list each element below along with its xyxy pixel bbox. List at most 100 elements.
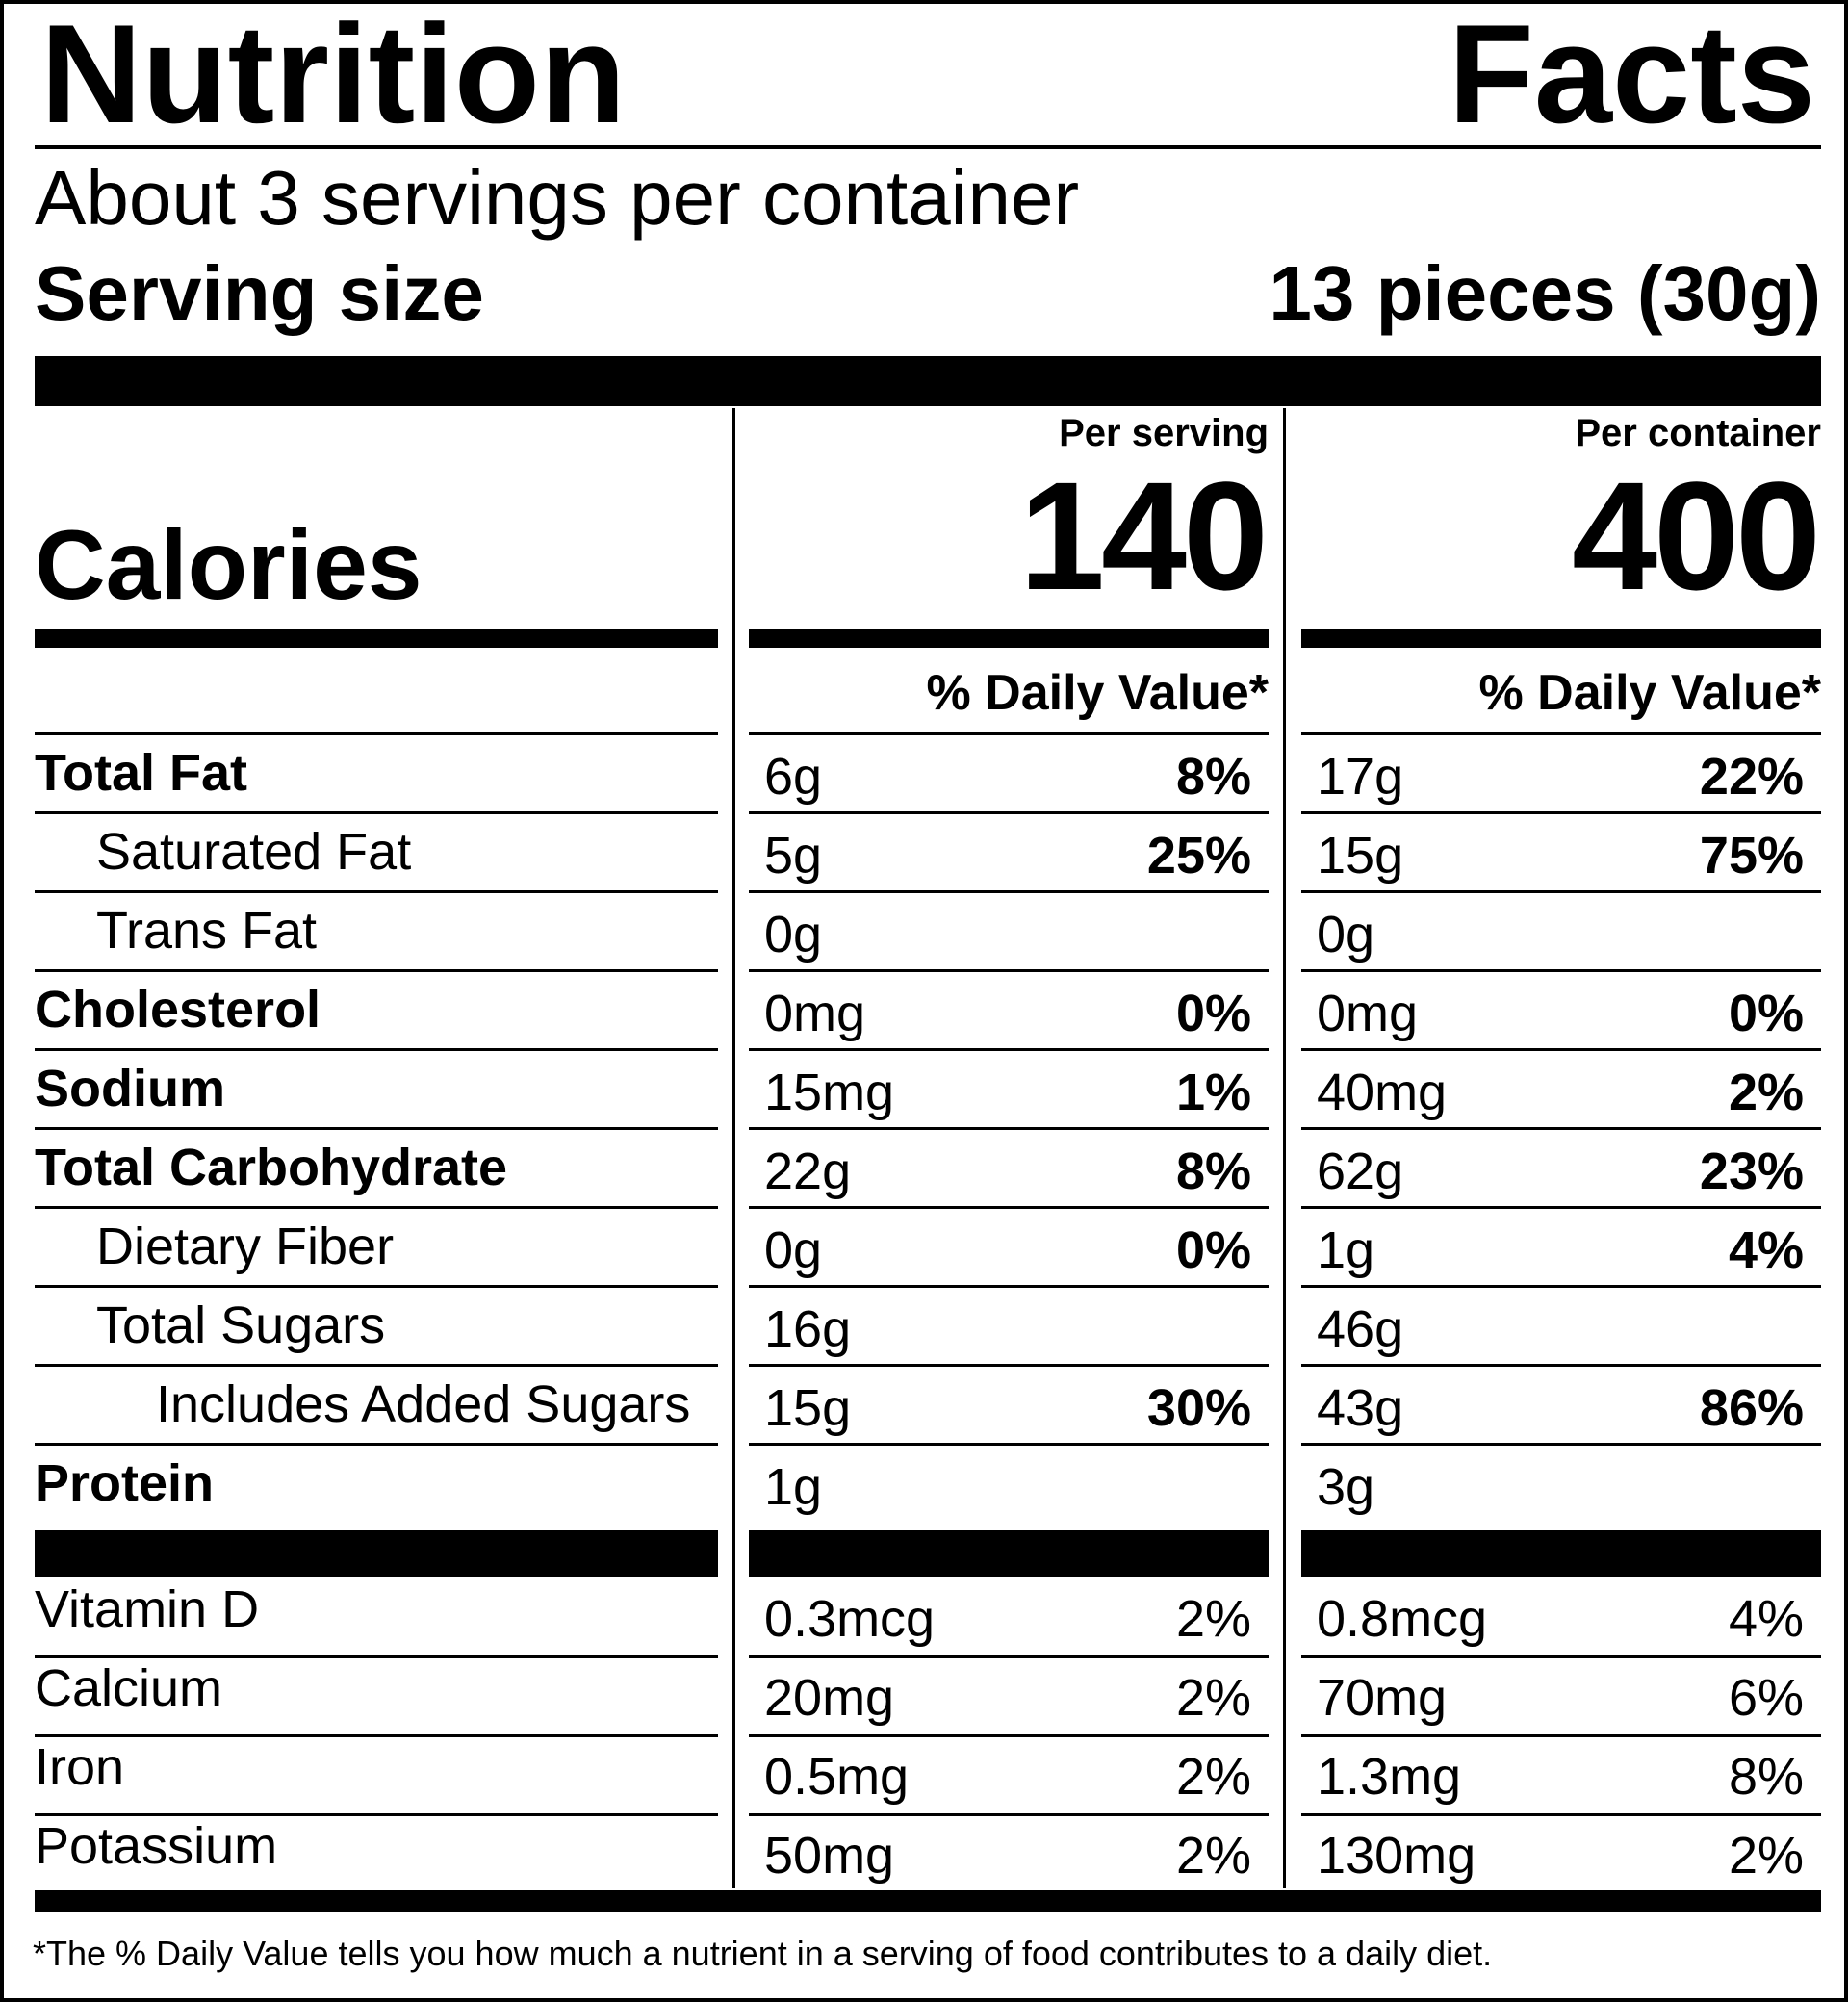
row-rule bbox=[1301, 890, 1821, 893]
calories-per-serving: 140 bbox=[1019, 449, 1269, 622]
per-serving-daily-value: 2% bbox=[1175, 1669, 1251, 1727]
per-serving-daily-value: 0% bbox=[1175, 985, 1251, 1042]
per-container-amount: 1.3mg bbox=[1317, 1748, 1462, 1806]
per-container-daily-value: 6% bbox=[1728, 1669, 1804, 1727]
calories-label: Calories bbox=[35, 510, 423, 620]
nutrient-label: Saturated Fat bbox=[96, 823, 412, 881]
vitamin-label: Vitamin D bbox=[35, 1580, 260, 1638]
calories-bar-container bbox=[1301, 629, 1821, 648]
daily-value-header-serving: % Daily Value* bbox=[926, 665, 1269, 721]
per-container-daily-value: 0% bbox=[1728, 985, 1804, 1042]
daily-value-footnote: *The % Daily Value tells you how much a … bbox=[33, 1934, 1493, 1973]
per-serving-amount: 15mg bbox=[764, 1064, 895, 1121]
per-container-amount: 1g bbox=[1317, 1221, 1375, 1279]
row-rule bbox=[1301, 1443, 1821, 1446]
per-serving-daily-value: 0% bbox=[1175, 1221, 1251, 1279]
nutrient-label: Sodium bbox=[35, 1060, 225, 1117]
servings-per-container: About 3 servings per container bbox=[35, 155, 1080, 241]
row-rule bbox=[35, 1443, 718, 1446]
calories-bar-serving bbox=[749, 629, 1269, 648]
per-container-amount: 3g bbox=[1317, 1458, 1375, 1516]
calories-per-container: 400 bbox=[1572, 449, 1821, 622]
nutrient-label: Total Fat bbox=[35, 744, 247, 802]
title-word-facts: Facts bbox=[1448, 0, 1815, 152]
row-rule bbox=[1301, 1285, 1821, 1288]
per-serving-daily-value: 8% bbox=[1175, 1142, 1251, 1200]
row-rule bbox=[749, 1443, 1269, 1446]
row-rule bbox=[35, 890, 718, 893]
per-serving-daily-value: 2% bbox=[1175, 1827, 1251, 1885]
per-container-amount: 0g bbox=[1317, 906, 1375, 963]
per-container-daily-value: 4% bbox=[1728, 1590, 1804, 1648]
row-rule bbox=[749, 811, 1269, 814]
per-container-header: Per container bbox=[1575, 412, 1821, 454]
per-serving-amount: 5g bbox=[764, 827, 823, 885]
per-serving-daily-value: 2% bbox=[1175, 1590, 1251, 1648]
calories-bar-label bbox=[35, 629, 718, 648]
nutrient-label: Includes Added Sugars bbox=[156, 1375, 691, 1433]
row-rule bbox=[749, 969, 1269, 972]
per-serving-header: Per serving bbox=[1059, 412, 1269, 454]
per-container-amount: 70mg bbox=[1317, 1669, 1448, 1727]
per-serving-amount: 0g bbox=[764, 1221, 823, 1279]
thick-bar-vitamins-container bbox=[1301, 1530, 1821, 1577]
row-rule bbox=[35, 1127, 718, 1130]
row-rule bbox=[35, 1813, 718, 1816]
nutrient-label: Total Carbohydrate bbox=[35, 1139, 508, 1196]
per-container-amount: 40mg bbox=[1317, 1064, 1448, 1121]
row-rule bbox=[749, 1656, 1269, 1658]
row-rule bbox=[749, 1206, 1269, 1209]
daily-value-header-container: % Daily Value* bbox=[1478, 665, 1821, 721]
row-rule bbox=[1301, 1734, 1821, 1737]
per-serving-amount: 0g bbox=[764, 906, 823, 963]
vitamin-label: Potassium bbox=[35, 1817, 278, 1875]
per-serving-amount: 15g bbox=[764, 1379, 852, 1437]
row-rule bbox=[749, 732, 1269, 735]
per-container-daily-value: 8% bbox=[1728, 1748, 1804, 1806]
per-serving-amount: 1g bbox=[764, 1458, 823, 1516]
nutrient-label: Total Sugars bbox=[96, 1296, 386, 1354]
row-rule bbox=[749, 1734, 1269, 1737]
vitamin-label: Iron bbox=[35, 1738, 125, 1796]
per-serving-daily-value: 8% bbox=[1175, 748, 1251, 806]
row-rule bbox=[1301, 969, 1821, 972]
thick-bar-top bbox=[35, 356, 1821, 406]
row-rule bbox=[1301, 1364, 1821, 1367]
serving-size-row: Serving size 13 pieces (30g) bbox=[35, 252, 1821, 335]
per-serving-amount: 0.3mcg bbox=[764, 1590, 936, 1648]
per-container-amount: 0.8mcg bbox=[1317, 1590, 1488, 1648]
per-serving-amount: 20mg bbox=[764, 1669, 895, 1727]
row-rule bbox=[1301, 1813, 1821, 1816]
per-container-daily-value: 2% bbox=[1728, 1827, 1804, 1885]
row-rule bbox=[1301, 1127, 1821, 1130]
nutrient-label: Protein bbox=[35, 1454, 215, 1512]
title-word-nutrition: Nutrition bbox=[40, 0, 627, 152]
row-rule bbox=[1301, 1206, 1821, 1209]
row-rule bbox=[1301, 1048, 1821, 1051]
per-container-daily-value: 75% bbox=[1699, 827, 1804, 885]
per-container-amount: 15g bbox=[1317, 827, 1404, 885]
per-serving-daily-value: 1% bbox=[1175, 1064, 1251, 1121]
row-rule bbox=[35, 969, 718, 972]
per-serving-amount: 16g bbox=[764, 1300, 852, 1358]
per-container-amount: 130mg bbox=[1317, 1827, 1476, 1885]
per-serving-amount: 0.5mg bbox=[764, 1748, 910, 1806]
thick-bar-bottom bbox=[35, 1890, 1821, 1912]
row-rule bbox=[1301, 732, 1821, 735]
serving-size-value: 13 pieces (30g) bbox=[1269, 250, 1821, 336]
row-rule bbox=[35, 1285, 718, 1288]
per-container-amount: 46g bbox=[1317, 1300, 1404, 1358]
thick-bar-vitamins-label bbox=[35, 1530, 718, 1577]
row-rule bbox=[35, 1734, 718, 1737]
row-rule bbox=[1301, 811, 1821, 814]
per-container-amount: 0mg bbox=[1317, 985, 1419, 1042]
per-serving-daily-value: 2% bbox=[1175, 1748, 1251, 1806]
row-rule bbox=[35, 732, 718, 735]
row-rule bbox=[749, 1813, 1269, 1816]
per-container-daily-value: 22% bbox=[1699, 748, 1804, 806]
row-rule bbox=[749, 1285, 1269, 1288]
per-container-amount: 62g bbox=[1317, 1142, 1404, 1200]
per-serving-amount: 6g bbox=[764, 748, 823, 806]
per-container-daily-value: 4% bbox=[1728, 1221, 1804, 1279]
row-rule bbox=[749, 1127, 1269, 1130]
